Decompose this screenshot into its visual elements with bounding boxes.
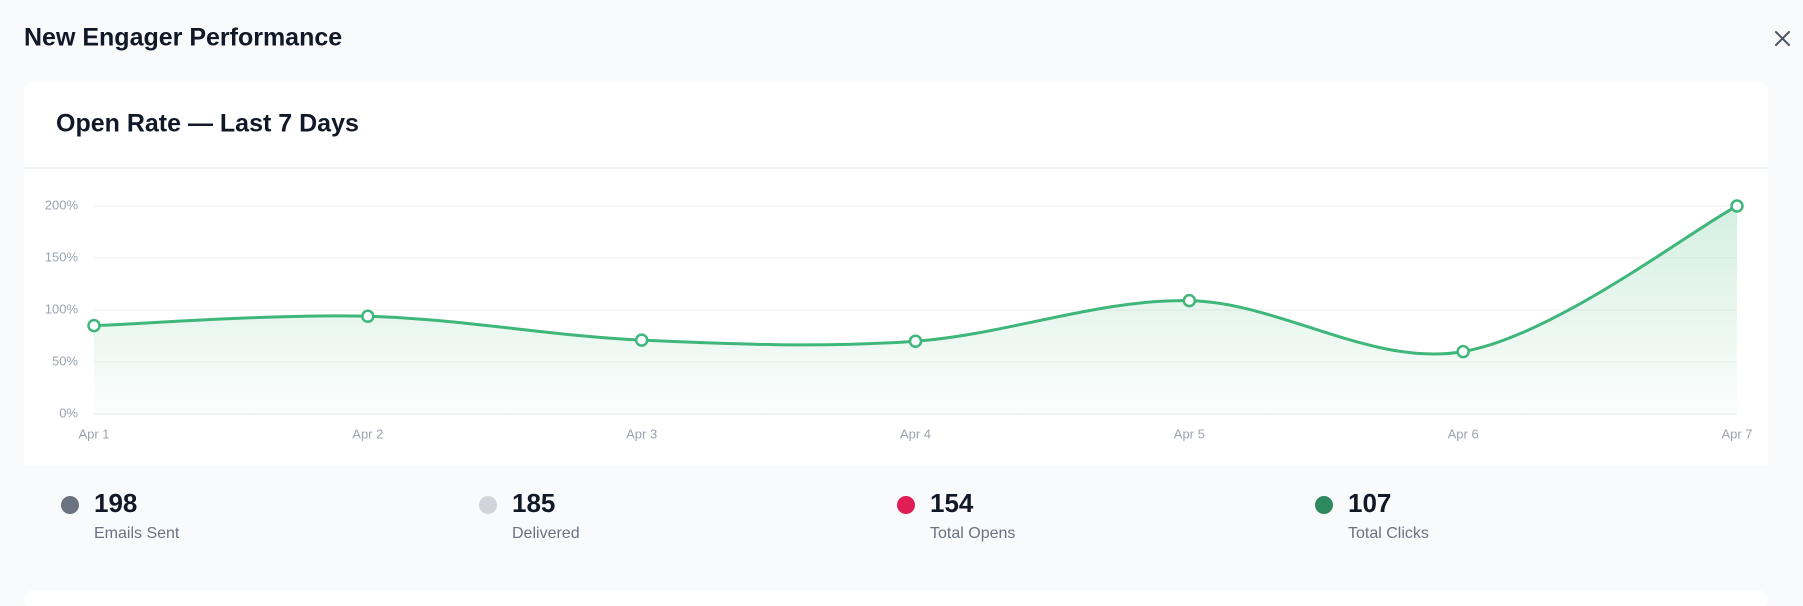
stat-value: 185: [512, 488, 555, 518]
point: [1182, 293, 1197, 308]
close-icon: [1775, 31, 1790, 46]
stat-value: 107: [1348, 488, 1391, 518]
stat-label: Total Clicks: [1348, 525, 1429, 542]
close-button[interactable]: [1775, 31, 1790, 46]
chart-title: Open Rate — Last 7 Days: [56, 110, 359, 138]
card: [24, 81, 1768, 575]
page-title: New Engager Performance: [24, 24, 342, 52]
y-tick-label: 100%: [45, 301, 79, 316]
x-tick-label: Apr 3: [626, 426, 657, 441]
next-card: [24, 590, 1768, 606]
stat-label: Emails Sent: [94, 525, 180, 542]
y-tick-label: 200%: [45, 197, 79, 212]
stat-value: 198: [94, 488, 137, 518]
y-tick-label: 150%: [45, 249, 79, 264]
point: [87, 318, 101, 333]
stat-dot: [897, 496, 915, 514]
stat-label: Total Opens: [930, 525, 1015, 542]
x-tick-label: Apr 5: [1174, 426, 1205, 441]
x-tick-label: Apr 6: [1448, 426, 1479, 441]
stats-panel: [24, 466, 1768, 575]
stat-dot: [479, 496, 497, 514]
point: [1456, 344, 1470, 359]
area: [94, 206, 1737, 414]
stat-label: Delivered: [512, 525, 580, 542]
point: [908, 334, 923, 348]
x-tick-label: Apr 2: [352, 426, 383, 441]
point: [634, 333, 649, 347]
y-tick-label: 50%: [52, 353, 78, 368]
y-tick-label: 0%: [59, 405, 78, 420]
stat-dot: [61, 496, 79, 514]
point: [1730, 199, 1744, 213]
point: [361, 309, 375, 323]
x-tick-label: Apr 1: [78, 426, 109, 441]
stat-dot: [1315, 496, 1333, 514]
x-tick-label: Apr 4: [900, 426, 931, 441]
stat-value: 154: [930, 488, 974, 518]
x-tick-label: Apr 7: [1721, 426, 1752, 441]
